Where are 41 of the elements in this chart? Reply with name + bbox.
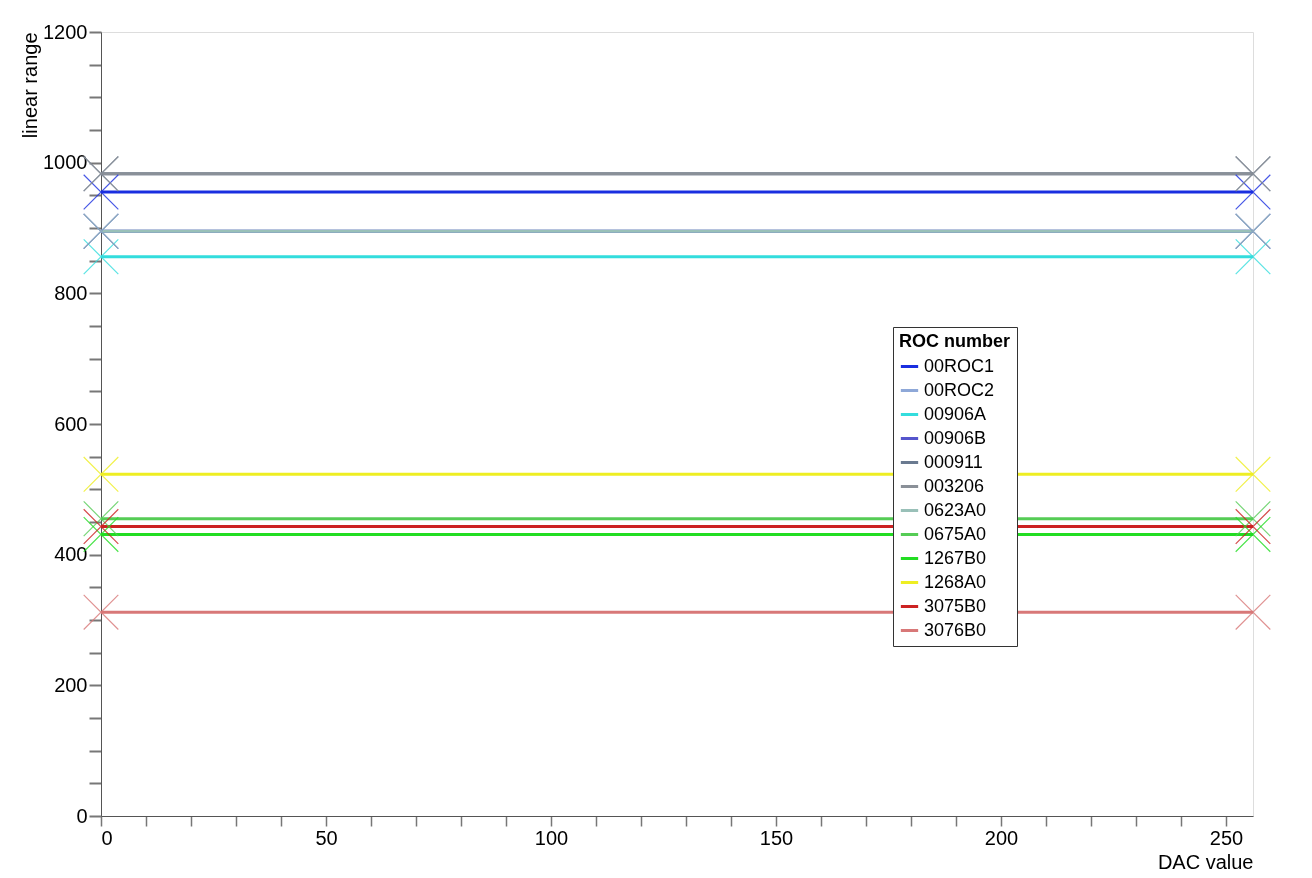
- y-tick-label: 1000: [43, 151, 88, 174]
- point: [83, 174, 119, 210]
- y-axis-title: linear range: [19, 32, 42, 139]
- point: [83, 500, 119, 537]
- x-tick-label: 100: [534, 826, 569, 849]
- y-tick-label: 600: [54, 412, 88, 435]
- legend-label: 003206: [924, 475, 985, 496]
- x-tick-label: 0: [101, 826, 113, 849]
- legend-label: 000911: [924, 451, 983, 472]
- point: [1235, 238, 1271, 275]
- point: [1235, 594, 1271, 631]
- legend-label: 3076B0: [924, 619, 987, 640]
- x-tick-label: 50: [315, 826, 338, 849]
- legend-label: 0623A0: [924, 499, 987, 520]
- point: [1235, 174, 1271, 210]
- legend-label: 00ROC2: [924, 379, 995, 400]
- point: [1235, 500, 1271, 537]
- legend-title: ROC number: [899, 331, 1011, 351]
- y-tick-label: 200: [54, 673, 88, 696]
- y-tick-label: 400: [54, 543, 88, 566]
- point: [83, 508, 119, 545]
- point: [1235, 508, 1271, 545]
- legend-label: 0675A0: [924, 523, 987, 544]
- point: [83, 456, 119, 493]
- x-tick-label: 150: [759, 826, 794, 849]
- legend-label: 1268A0: [924, 571, 987, 592]
- legend-label: 00ROC1: [924, 355, 995, 376]
- legend-label: 3075B0: [924, 595, 987, 616]
- point: [1235, 456, 1271, 493]
- point: [83, 594, 119, 631]
- x-tick-label: 250: [1209, 826, 1244, 849]
- legend-label: 00906A: [924, 403, 987, 424]
- point: [83, 238, 119, 275]
- x-axis-title: DAC value: [1157, 850, 1254, 873]
- legend-label: 00906B: [924, 427, 987, 448]
- point: [1235, 516, 1271, 553]
- x-tick-label: 200: [984, 826, 1019, 849]
- legend-label: 1267B0: [924, 547, 987, 568]
- y-tick-label: 0: [76, 804, 88, 827]
- y-tick-label: 1200: [43, 20, 88, 43]
- y-tick-label: 800: [54, 281, 88, 304]
